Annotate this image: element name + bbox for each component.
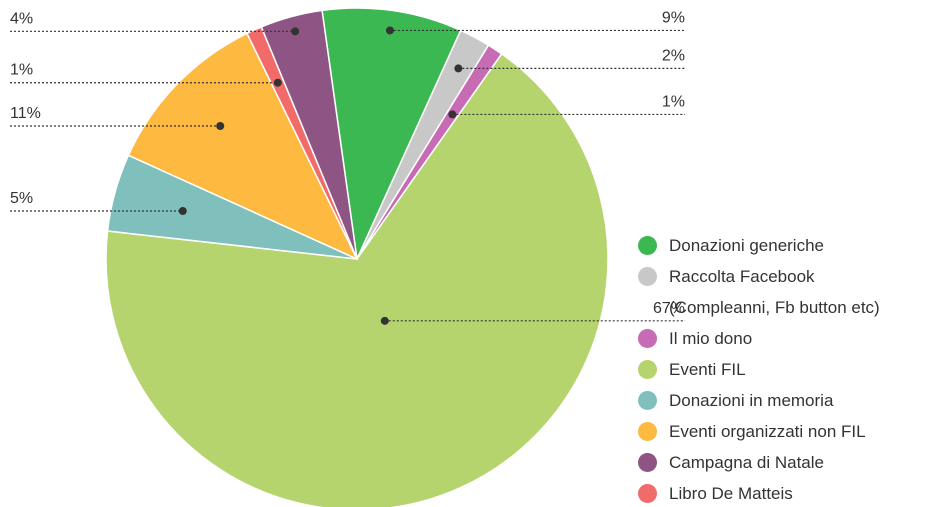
leader-dot — [291, 27, 300, 36]
legend-swatch — [638, 329, 657, 348]
value-label: 5% — [10, 190, 33, 207]
legend-item: Eventi organizzati non FIL — [638, 416, 880, 447]
value-label: 1% — [10, 62, 33, 79]
legend-label: Libro De Matteis — [669, 484, 793, 503]
legend-label: Campagna di Natale — [669, 453, 824, 472]
value-label: 11% — [10, 105, 41, 122]
leader-dot — [380, 316, 389, 325]
legend-item: Il mio dono — [638, 323, 880, 354]
legend-swatch — [638, 391, 657, 410]
pie-slice — [321, 7, 462, 262]
legend-swatch — [638, 484, 657, 503]
value-label: 4% — [10, 10, 33, 27]
leader-dot — [273, 78, 282, 87]
legend-swatch — [638, 453, 657, 472]
legend-item: Donazioni in memoria — [638, 385, 880, 416]
legend-label: Donazioni generiche — [669, 236, 824, 255]
legend-swatch — [638, 236, 657, 255]
value-label: 9% — [662, 9, 685, 26]
value-label: 2% — [662, 47, 685, 64]
legend-item: Raccolta Facebook (Compleanni, Fb button… — [638, 261, 880, 323]
legend-label: Donazioni in memoria — [669, 391, 834, 410]
value-label: 67% — [653, 300, 685, 317]
pie-slice — [105, 52, 609, 507]
leader-dot — [454, 64, 463, 73]
legend-item: Libro De Matteis — [638, 478, 880, 507]
legend-item: Campagna di Natale — [638, 447, 880, 478]
value-label: 1% — [662, 93, 685, 110]
leader-dot — [178, 207, 187, 216]
leader-dot — [216, 122, 225, 131]
legend: Donazioni generiche Raccolta Facebook (Co… — [638, 230, 880, 507]
legend-label: Il mio dono — [669, 329, 753, 348]
legend-item: Donazioni generiche — [638, 230, 880, 261]
legend-label: Eventi organizzati non FIL — [669, 422, 866, 441]
leader-dot — [385, 26, 394, 35]
legend-swatch — [638, 267, 657, 286]
pie-slice — [260, 9, 358, 260]
legend-swatch — [638, 422, 657, 441]
leader-dot — [448, 110, 457, 119]
legend-label: Raccolta Facebook (Compleanni, Fb button… — [669, 267, 880, 317]
legend-item: Eventi FIL — [638, 354, 880, 385]
pie-slice — [127, 32, 359, 261]
legend-swatch — [638, 360, 657, 379]
legend-label: Eventi FIL — [669, 360, 746, 379]
